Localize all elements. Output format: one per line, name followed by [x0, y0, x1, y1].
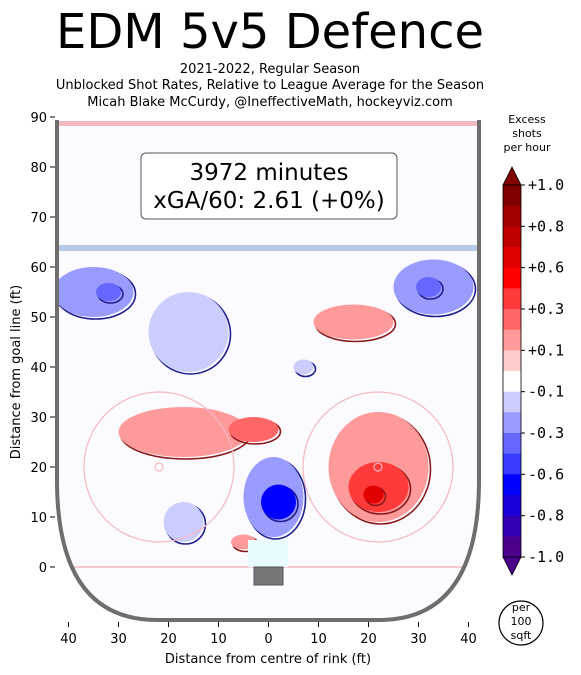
colorbar-label-9: -1.0 — [528, 548, 564, 566]
colorbar-label-2: +0.6 — [528, 259, 564, 277]
region-6 — [416, 277, 441, 297]
region-15 — [363, 485, 384, 504]
colorbar-frame — [502, 184, 522, 558]
subtitle-season: 2021-2022, Regular Season — [179, 62, 361, 77]
colorbar-swatch-2 — [503, 226, 521, 248]
x-tick-label-3: 10 — [210, 632, 227, 647]
region-4 — [313, 304, 394, 340]
faceoff-dot-right — [373, 462, 383, 472]
colorbar-swatch-12 — [503, 433, 521, 455]
faceoff-circle-left — [83, 391, 235, 543]
y-tick-label-7: 70 — [30, 211, 47, 226]
colorbar-swatch-7 — [503, 329, 521, 351]
y-tick-label-2: 20 — [30, 461, 47, 476]
region-10 — [261, 484, 296, 520]
colorbar-swatch-16 — [503, 515, 521, 537]
y-tick-label-3: 30 — [30, 411, 47, 426]
region-11 — [163, 502, 204, 542]
colorbar-label-7: -0.6 — [528, 465, 564, 483]
colorbar-label-8: -0.8 — [528, 507, 564, 525]
unit-circle — [498, 600, 544, 646]
x-axis: 40 30 20 10 0 10 20 30 40 — [60, 622, 477, 647]
colorbar-swatch-17 — [503, 536, 521, 558]
rink-boards — [55, 120, 481, 622]
unit-line-1: per — [512, 601, 531, 614]
colorbar-label-4: +0.1 — [528, 341, 564, 359]
x-tick-label-1: 30 — [110, 632, 127, 647]
x-tick-label-6: 20 — [360, 632, 377, 647]
goal-crease — [248, 540, 288, 567]
x-tick-label-0: 40 — [60, 632, 77, 647]
y-tick-label-9: 90 — [30, 111, 47, 126]
blue-line — [57, 245, 479, 251]
colorbar-title-line-1: Excess — [508, 113, 546, 126]
colorbar-swatch-6 — [503, 309, 521, 331]
colorbar-swatch-8 — [503, 350, 521, 372]
y-tick-label-6: 60 — [30, 261, 47, 276]
y-tick-label-1: 10 — [30, 511, 47, 526]
region-8 — [228, 417, 279, 442]
rink-markings — [57, 121, 479, 586]
unit-line-2: 100 — [511, 615, 532, 628]
colorbar-swatch-13 — [503, 453, 521, 475]
colorbar-min-arrow — [502, 556, 522, 576]
colorbar-swatch-5 — [503, 288, 521, 310]
colorbar-swatch-9 — [503, 371, 521, 393]
summary-minutes: 3972 minutes — [190, 160, 349, 186]
region-7 — [118, 407, 249, 457]
y-tick-label-5: 50 — [30, 311, 47, 326]
colorbar-label-1: +0.8 — [528, 217, 564, 235]
colorbar: +1.0 +0.8 +0.6 +0.3 +0.1 -0.1 -0.3 -0.6 -0.8 -1.0 — [502, 166, 564, 576]
x-tick-label-4: 0 — [264, 632, 272, 647]
y-tick-label-8: 80 — [30, 161, 47, 176]
colorbar-swatch-11 — [503, 412, 521, 434]
summary-box — [140, 152, 398, 220]
colorbar-swatch-10 — [503, 391, 521, 413]
subtitle-description: Unblocked Shot Rates, Relative to League… — [55, 78, 485, 93]
colorbar-title-line-2: shots — [512, 127, 542, 140]
y-axis: 0 10 20 30 40 50 60 70 80 90 — [30, 111, 55, 576]
colorbar-max-arrow — [502, 166, 522, 186]
faceoff-circle-right — [302, 391, 454, 543]
colorbar-label-3: +0.3 — [528, 300, 564, 318]
x-tick-label-7: 30 — [410, 632, 427, 647]
colorbar-swatch-4 — [503, 267, 521, 289]
chart-title: EDM 5v5 Defence — [56, 4, 484, 60]
colorbar-swatch-14 — [503, 474, 521, 496]
colorbar-swatch-0 — [503, 185, 521, 207]
colorbar-title-line-3: per hour — [504, 141, 551, 154]
region-3 — [293, 359, 314, 375]
region-2 — [148, 292, 229, 372]
region-0 — [57, 267, 134, 317]
y-axis-label: Distance from goal line (ft) — [9, 285, 24, 459]
x-axis-label: Distance from centre of rink (ft) — [165, 652, 371, 667]
colorbar-swatch-1 — [503, 205, 521, 227]
colorbar-label-5: -0.1 — [528, 383, 564, 401]
colorbar-swatch-3 — [503, 247, 521, 269]
unit-line-3: sqft — [511, 629, 532, 642]
x-tick-label-2: 20 — [160, 632, 177, 647]
summary-xga: xGA/60: 2.61 (+0%) — [153, 188, 384, 214]
goal-net — [253, 566, 284, 586]
subtitle-author: Micah Blake McCurdy, @IneffectiveMath, h… — [87, 95, 453, 110]
region-1 — [96, 283, 121, 301]
faceoff-dot-left — [154, 462, 164, 472]
y-tick-label-0: 0 — [39, 561, 47, 576]
x-tick-label-8: 40 — [460, 632, 477, 647]
centre-red-line — [57, 121, 479, 126]
heatmap-regions — [57, 259, 477, 553]
colorbar-swatch-15 — [503, 495, 521, 517]
y-tick-label-4: 40 — [30, 361, 47, 376]
x-tick-label-5: 10 — [310, 632, 327, 647]
colorbar-label-6: -0.3 — [528, 424, 564, 442]
colorbar-label-0: +1.0 — [528, 176, 564, 194]
